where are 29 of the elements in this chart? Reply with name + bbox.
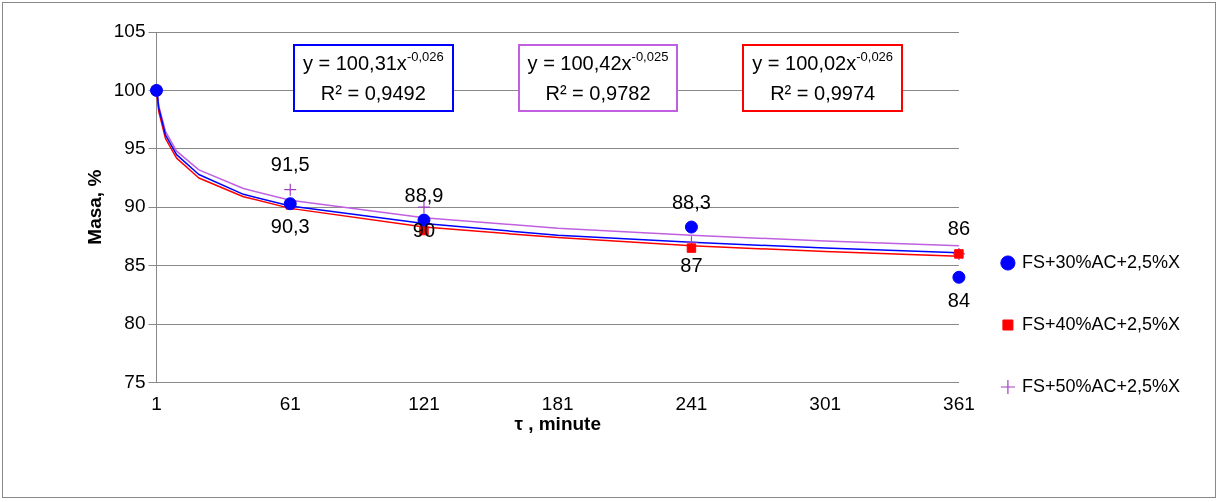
y-tick-label: 95 [124, 137, 146, 159]
x-tick-label: 121 [408, 393, 440, 415]
text: y = 100,02x$^{-0,026}$ R² = 0,9974 [752, 49, 894, 104]
data-label: 91,5 [270, 153, 310, 176]
data-label: 88,9 [404, 183, 444, 206]
y-axis-title: Masa, % [83, 169, 105, 245]
y-tick-label: 90 [124, 195, 146, 217]
x-tick-label: 301 [809, 393, 842, 415]
y-tick-label: 75 [124, 370, 146, 392]
data-label: 86 [947, 217, 971, 240]
y-tick-label: 85 [124, 253, 146, 275]
legend-label: FS+50%AC+2,5%X [1021, 375, 1180, 396]
x-tick-label: 1 [151, 393, 162, 415]
x-tick-label: 61 [279, 393, 301, 415]
data-label: 84 [947, 288, 971, 311]
x-tick-label: 181 [541, 393, 574, 415]
text: y = 100,31x$^{-0,026}$ R² = 0,9492 [302, 49, 444, 104]
text: y = 100,42x$^{-0,025}$ R² = 0,9782 [527, 49, 669, 104]
data-label: 88,3 [671, 190, 711, 213]
x-axis-title: τ , minute [514, 412, 602, 434]
legend-label: FS+30%AC+2,5%X [1021, 251, 1180, 272]
y-tick-label: 100 [113, 78, 146, 100]
data-label: 87 [680, 253, 703, 276]
x-tick-label: 361 [943, 393, 975, 415]
x-tick-label: 241 [675, 393, 708, 415]
data-label: 90,3 [270, 215, 310, 238]
y-tick-label: 80 [124, 312, 146, 334]
y-tick-label: 105 [113, 20, 146, 42]
legend-label: FS+40%AC+2,5%X [1021, 313, 1180, 334]
